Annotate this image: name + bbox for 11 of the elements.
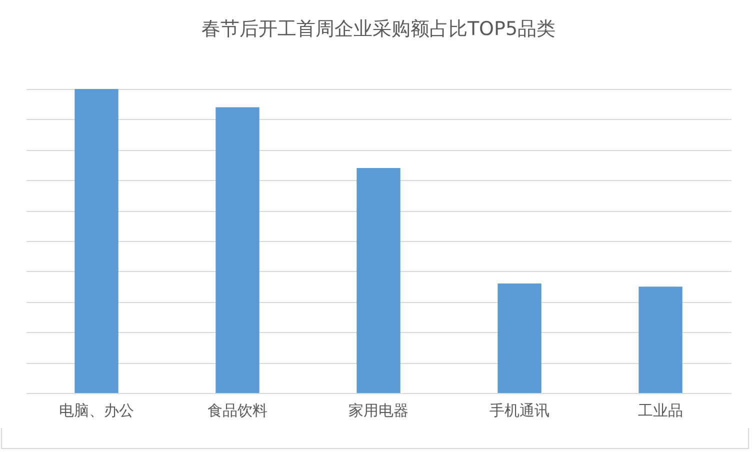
x-tick-label: 电脑、办公 (59, 402, 134, 420)
chart-title: 春节后开工首周企业采购额占比TOP5品类 (201, 18, 556, 40)
bar (498, 284, 542, 393)
x-tick-label: 食品饮料 (208, 402, 268, 420)
bar (638, 286, 682, 393)
x-tick-label: 手机通讯 (490, 402, 550, 420)
bar (216, 107, 260, 393)
x-tick-label: 家用电器 (348, 402, 408, 420)
bar (356, 168, 400, 393)
x-tick-label: 工业品 (638, 402, 683, 420)
bar (74, 89, 118, 393)
